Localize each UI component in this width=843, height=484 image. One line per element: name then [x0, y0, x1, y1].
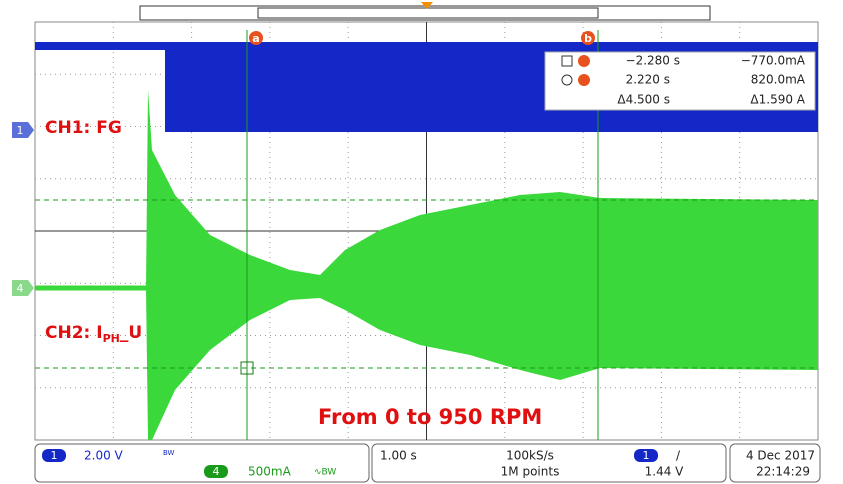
timebase: 1.00 s — [380, 449, 417, 463]
channel-panel — [34, 443, 370, 483]
badge-label: 4 — [213, 465, 220, 478]
readout-value: 820.0mA — [751, 73, 806, 87]
badge-label: 1 — [643, 449, 650, 462]
badge — [42, 449, 66, 462]
ch4-marker — [12, 280, 34, 296]
record-length: 1M points — [501, 465, 560, 479]
bw-flag: BW — [163, 449, 175, 457]
icon — [561, 74, 573, 86]
bw-flag: ∿BW — [314, 468, 336, 478]
trigger-pointer — [421, 2, 433, 9]
caption: From 0 to 950 RPM — [318, 405, 542, 429]
readout-value: Δ4.500 s — [617, 93, 670, 107]
annotation: CH2: IPH_U — [45, 323, 142, 345]
time: 22:14:29 — [756, 465, 810, 479]
readout-value: 2.220 s — [626, 73, 670, 87]
annotation: CH1: FG — [45, 118, 122, 138]
cursor-badge — [249, 31, 263, 45]
badge-label: 1 — [51, 449, 58, 462]
marker-label: 1 — [17, 124, 24, 137]
icon — [561, 55, 573, 67]
readout-box — [544, 51, 816, 111]
readout-value: −2.280 s — [626, 54, 680, 68]
ch1-scale: 2.00 V — [84, 449, 124, 463]
cursor-label: a — [252, 32, 259, 45]
record-window — [257, 7, 599, 19]
ch1-trace — [35, 42, 165, 50]
cursor-badge — [578, 55, 590, 67]
cursor-badge — [578, 74, 590, 86]
cursor-crosshair — [240, 361, 254, 375]
ch2-trace — [146, 90, 818, 440]
readout-value: Δ1.590 A — [750, 93, 805, 107]
trigger-level: 1.44 V — [645, 465, 685, 479]
trigger-slope: / — [676, 449, 681, 463]
badge — [204, 465, 228, 478]
readout-value: −770.0mA — [741, 54, 806, 68]
ch1-marker — [12, 122, 34, 138]
ch4-scale: 500mA — [248, 465, 292, 479]
badge — [634, 449, 658, 462]
date: 4 Dec 2017 — [746, 449, 815, 463]
cursor-badge — [581, 31, 595, 45]
marker-label: 4 — [17, 282, 24, 295]
sample-rate: 100kS/s — [506, 449, 554, 463]
clock-panel — [729, 443, 821, 483]
cursor-label: b — [584, 32, 592, 45]
